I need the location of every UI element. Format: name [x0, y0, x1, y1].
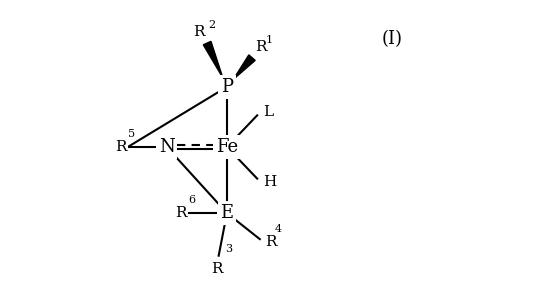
Text: R: R — [115, 140, 126, 154]
Text: N: N — [159, 138, 175, 156]
Text: R: R — [175, 206, 186, 220]
Text: 5: 5 — [128, 129, 135, 139]
Text: E: E — [220, 204, 234, 222]
Text: Fe: Fe — [216, 138, 238, 156]
Text: 2: 2 — [208, 20, 215, 30]
Text: R: R — [255, 40, 267, 54]
Text: 4: 4 — [275, 224, 282, 234]
Text: 6: 6 — [188, 195, 195, 205]
Text: 3: 3 — [225, 244, 232, 254]
Text: R: R — [193, 25, 205, 39]
Text: (I): (I) — [381, 30, 403, 48]
Polygon shape — [234, 55, 255, 79]
Text: H: H — [264, 174, 277, 188]
Text: 1: 1 — [265, 35, 272, 45]
Polygon shape — [203, 41, 223, 78]
Text: R: R — [265, 235, 277, 249]
Text: L: L — [264, 106, 274, 119]
Text: R: R — [211, 262, 222, 276]
Text: P: P — [221, 78, 233, 96]
